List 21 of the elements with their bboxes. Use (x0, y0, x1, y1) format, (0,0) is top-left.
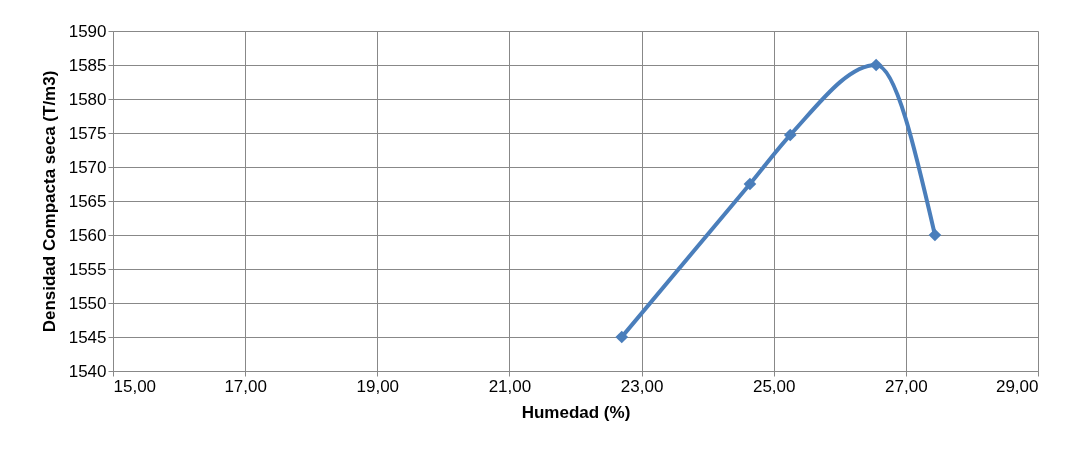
x-tick-label: 23,00 (620, 376, 664, 396)
y-tick-label: 1585 (68, 55, 107, 75)
y-tick-label: 1560 (68, 225, 107, 245)
y-tick-label: 1590 (68, 21, 107, 41)
y-tick-label: 1565 (68, 191, 107, 211)
x-tick-label: 27,00 (885, 376, 928, 396)
x-tick-label: 17,00 (224, 376, 267, 396)
y-tick-label: 1540 (68, 361, 107, 381)
y-tick-label: 1545 (68, 327, 107, 347)
x-tick-label: 21,00 (488, 376, 532, 396)
x-axis-title: Humedad (%) (521, 402, 631, 422)
x-tick-label: 15,00 (113, 376, 157, 396)
y-tick-label: 1580 (68, 89, 107, 109)
x-tick-label: 19,00 (356, 376, 400, 396)
y-tick-label: 1570 (68, 157, 107, 177)
y-tick-label: 1555 (68, 259, 107, 279)
y-axis-title: Densidad Compacta seca (T/m3) (39, 70, 59, 333)
x-tick-label: 29,00 (995, 376, 1039, 396)
x-tick-label: 25,00 (752, 376, 796, 396)
y-tick-label: 1575 (68, 123, 107, 143)
y-tick-label: 1550 (68, 293, 107, 313)
